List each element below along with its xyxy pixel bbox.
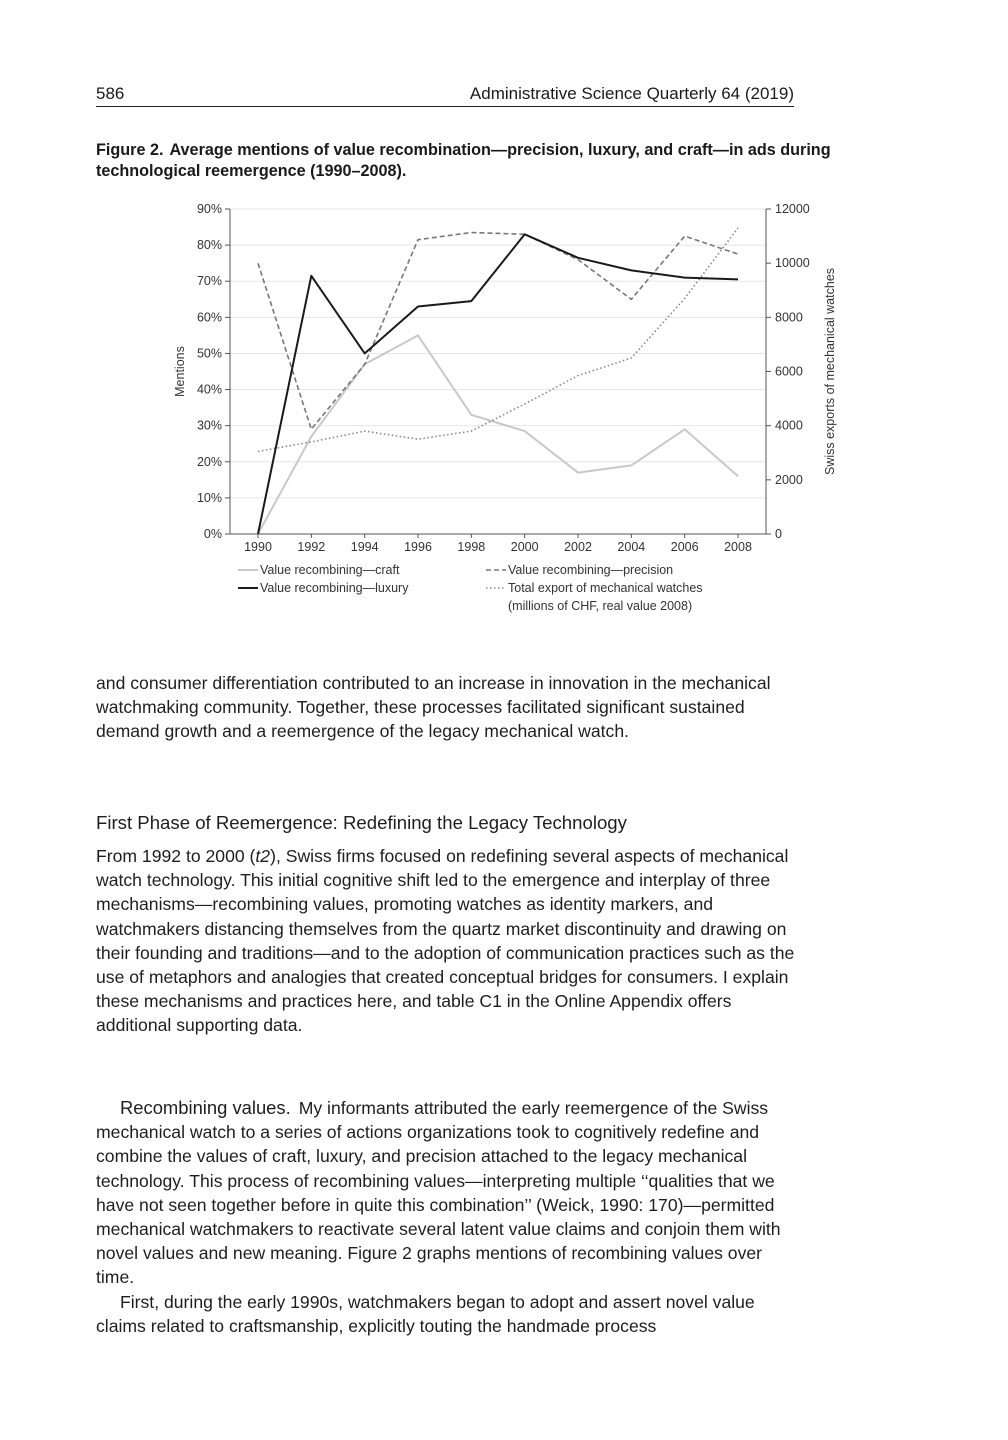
intro-paragraph: and consumer differentiation contributed…: [96, 673, 771, 742]
y-tick-label: 10%: [197, 491, 222, 505]
line-chart: 0% 10% 20% 30% 40% 50% 60% 70% 80% 90% 0 2000 4000 60…: [173, 202, 837, 613]
y-tick-label: 70%: [197, 274, 222, 288]
axis-labels: 0% 10% 20% 30% 40% 50% 60% 70% 80% 90% 0 2000 4000 60…: [173, 202, 837, 554]
x-tick-label: 1996: [404, 540, 432, 554]
section-paragraph: From 1992 to 2000 (t2), Swiss firms focu…: [96, 846, 795, 1036]
y-tick-label: 30%: [197, 419, 222, 433]
series-line: [257, 233, 739, 535]
x-tick-label: 2002: [564, 540, 592, 554]
y2-axis-title: Swiss exports of mechanical watches: [823, 268, 837, 475]
y-tick-label: 20%: [197, 455, 222, 469]
legend-label: Value recombining—luxury: [260, 581, 409, 595]
x-tick-label: 2006: [671, 540, 699, 554]
series-line: [257, 231, 739, 431]
y-tick-label: 40%: [197, 383, 222, 397]
figure-label: Figure 2.: [96, 141, 164, 159]
y-tick-label: 60%: [197, 310, 222, 324]
figure-caption: Figure 2. Average mentions of value recom…: [96, 140, 876, 182]
series-line: [257, 334, 739, 535]
x-tick-label: 1990: [244, 540, 272, 554]
y2-tick-label: 12000: [775, 202, 810, 216]
legend: Value recombining—craft Value recombining…: [238, 563, 703, 613]
x-tick-label: 1998: [457, 540, 485, 554]
running-head: 586 Administrative Science Quarterly 64 …: [96, 82, 794, 107]
page-number: 586: [96, 84, 125, 103]
legend-label: Value recombining—precision: [508, 563, 673, 577]
x-tick-label: 2008: [724, 540, 752, 554]
y2-tick-label: 10000: [775, 256, 810, 270]
x-tick-label: 2000: [511, 540, 539, 554]
y2-tick-label: 6000: [775, 365, 803, 379]
run-in-subhead: Recombining values.: [120, 1097, 291, 1118]
y2-tick-label: 8000: [775, 310, 803, 324]
legend-label: Total export of mechanical watches: [508, 581, 703, 595]
recombining-values-paragraph: Recombining values. My informants attribu…: [96, 1096, 796, 1338]
figure-caption-text: Average mentions of value recombination—…: [96, 141, 831, 180]
y2-tick-label: 4000: [775, 419, 803, 433]
y-tick-label: 50%: [197, 346, 222, 360]
series-lines: [257, 227, 739, 535]
y-tick-label: 0%: [204, 527, 222, 541]
journal-title: Administrative Science Quarterly 64 (201…: [469, 84, 794, 103]
y-axis-title: Mentions: [173, 346, 187, 397]
axes: [225, 208, 771, 538]
y-tick-label: 90%: [197, 202, 222, 216]
legend-label: (millions of CHF, real value 2008): [508, 599, 692, 613]
first-paragraph: First, during the early 1990s, watchmake…: [96, 1291, 755, 1336]
y2-tick-label: 0: [775, 527, 782, 541]
x-tick-label: 1992: [297, 540, 325, 554]
section-heading: First Phase of Reemergence: Redefining t…: [96, 812, 627, 833]
x-tick-label: 2004: [617, 540, 645, 554]
series-line: [257, 227, 739, 453]
grid-lines: [230, 208, 766, 499]
y-tick-label: 80%: [197, 238, 222, 252]
y2-tick-label: 2000: [775, 473, 803, 487]
legend-label: Value recombining—craft: [260, 563, 400, 577]
x-tick-label: 1994: [351, 540, 379, 554]
period-label: t2: [255, 846, 271, 866]
